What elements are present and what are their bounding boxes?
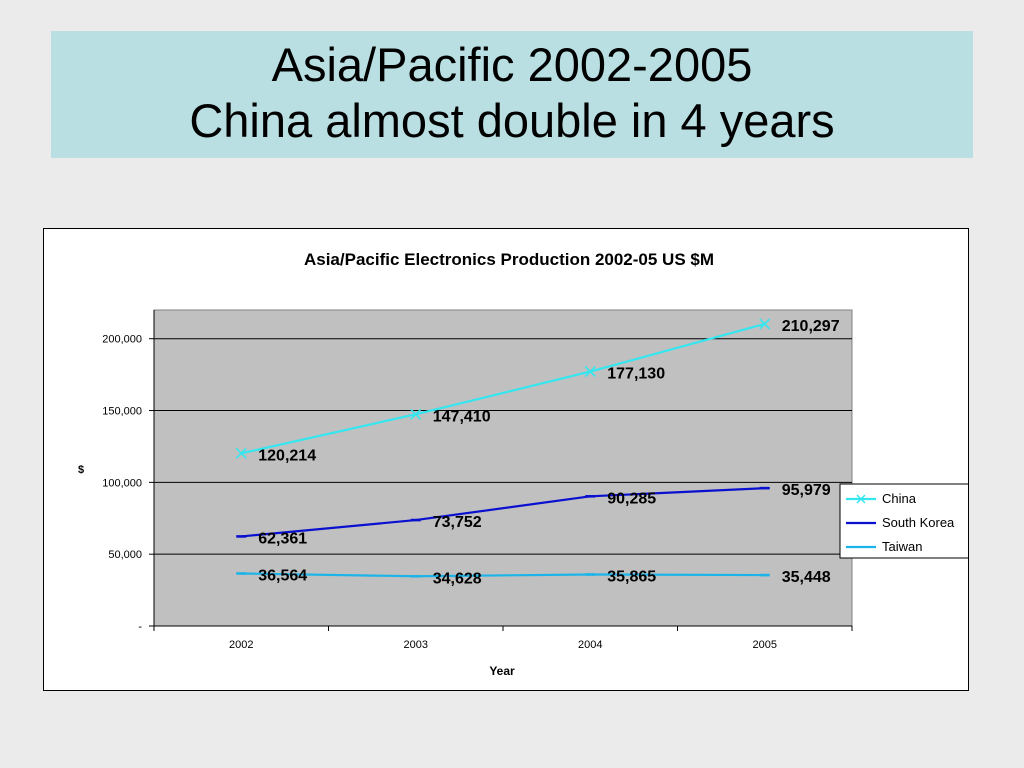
x-tick-label: 2002 (229, 639, 253, 651)
y-tick-label: 150,000 (102, 406, 142, 418)
x-tick-label: 2003 (404, 639, 428, 651)
data-label-china: 120,214 (258, 447, 316, 464)
data-label-china: 177,130 (607, 366, 665, 383)
y-tick-label: - (138, 621, 142, 633)
data-point-china (410, 408, 422, 420)
data-label-taiwan: 34,628 (433, 570, 482, 587)
chart-title: Asia/Pacific Electronics Production 2002… (304, 250, 714, 269)
data-label-south-korea: 73,752 (433, 514, 482, 531)
y-tick-label: 100,000 (102, 477, 142, 489)
series-line-china (241, 322, 766, 455)
series-line-taiwan (241, 572, 765, 578)
slide-title-box: Asia/Pacific 2002-2005 China almost doub… (51, 31, 973, 158)
marker-stroke (410, 408, 422, 420)
chart-frame: Asia/Pacific Electronics Production 2002… (43, 228, 969, 691)
series-line-south-korea (241, 487, 765, 538)
data-point-china (584, 366, 596, 378)
x-axis-label: Year (489, 664, 515, 678)
data-label-taiwan: 35,865 (607, 568, 656, 585)
slide-title-line-1: Asia/Pacific 2002-2005 (271, 38, 753, 91)
legend-marker (856, 494, 866, 504)
data-label-taiwan: 35,448 (782, 569, 831, 586)
data-label-south-korea: 95,979 (782, 482, 831, 499)
y-tick-label: 50,000 (108, 549, 142, 561)
legend-label: South Korea (882, 515, 955, 530)
legend (839, 483, 968, 559)
data-label-china: 210,297 (782, 318, 840, 335)
data-point-china (235, 447, 247, 459)
data-label-south-korea: 90,285 (607, 490, 656, 507)
data-label-taiwan: 36,564 (258, 567, 307, 584)
x-tick-label: 2004 (578, 639, 602, 651)
line-chart: Asia/Pacific Electronics Production 2002… (78, 250, 968, 678)
x-tick-label: 2005 (753, 639, 777, 651)
y-axis-label: $ (78, 464, 84, 476)
marker-stroke (759, 318, 771, 330)
marker-stroke (584, 366, 596, 378)
legend-label: China (882, 491, 917, 506)
data-label-south-korea: 62,361 (258, 530, 307, 547)
marker-stroke (235, 447, 247, 459)
legend-label: Taiwan (882, 539, 922, 554)
data-point-china (759, 318, 771, 330)
y-tick-label: 200,000 (102, 334, 142, 346)
slide-title-line-2: China almost double in 4 years (189, 94, 835, 147)
data-label-china: 147,410 (433, 408, 491, 425)
